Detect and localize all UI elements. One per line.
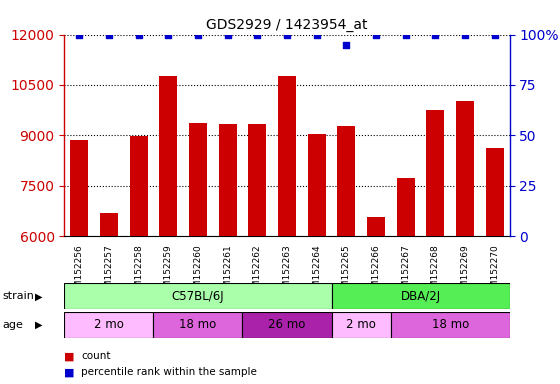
Point <box>312 31 321 38</box>
Text: GSM152266: GSM152266 <box>371 245 381 300</box>
Bar <box>278 76 296 236</box>
Point <box>282 31 291 38</box>
Bar <box>332 283 510 309</box>
Text: ▶: ▶ <box>35 320 43 330</box>
Text: GSM152270: GSM152270 <box>490 245 500 300</box>
Text: GSM152261: GSM152261 <box>223 245 232 300</box>
Bar <box>308 134 325 236</box>
Text: age: age <box>3 320 24 330</box>
Point <box>401 31 410 38</box>
Bar <box>219 124 236 236</box>
Text: ■: ■ <box>64 367 75 377</box>
Point <box>342 41 351 48</box>
Text: GSM152265: GSM152265 <box>342 245 351 300</box>
Bar <box>338 126 355 236</box>
Point <box>105 31 114 38</box>
Text: percentile rank within the sample: percentile rank within the sample <box>81 367 257 377</box>
Bar <box>456 101 474 236</box>
Bar <box>367 217 385 236</box>
Bar <box>391 312 510 338</box>
Point <box>372 31 381 38</box>
Point <box>164 31 173 38</box>
Point <box>431 31 440 38</box>
Point <box>460 31 469 38</box>
Bar <box>427 110 444 236</box>
Text: GSM152260: GSM152260 <box>193 245 203 300</box>
Text: GSM152264: GSM152264 <box>312 245 321 300</box>
Text: ■: ■ <box>64 351 75 361</box>
Point <box>75 31 84 38</box>
Text: ▶: ▶ <box>35 291 43 301</box>
Bar <box>249 124 266 236</box>
Bar <box>130 136 147 236</box>
Point <box>134 31 143 38</box>
Text: GSM152262: GSM152262 <box>253 245 262 300</box>
Bar <box>397 178 414 236</box>
Bar <box>71 140 88 236</box>
Text: GSM152263: GSM152263 <box>282 245 292 300</box>
Title: GDS2929 / 1423954_at: GDS2929 / 1423954_at <box>206 18 368 32</box>
Text: GSM152268: GSM152268 <box>431 245 440 300</box>
Text: strain: strain <box>3 291 35 301</box>
Text: 26 mo: 26 mo <box>268 318 306 331</box>
Bar <box>64 312 153 338</box>
Bar <box>64 283 332 309</box>
Bar <box>153 312 242 338</box>
Text: 18 mo: 18 mo <box>179 318 217 331</box>
Point <box>253 31 262 38</box>
Point <box>194 31 203 38</box>
Bar <box>332 312 391 338</box>
Text: DBA/2J: DBA/2J <box>400 290 441 303</box>
Text: GSM152258: GSM152258 <box>134 245 143 300</box>
Point <box>491 31 500 38</box>
Text: C57BL/6J: C57BL/6J <box>172 290 224 303</box>
Text: count: count <box>81 351 111 361</box>
Bar <box>189 122 207 236</box>
Text: GSM152257: GSM152257 <box>104 245 114 300</box>
Bar <box>100 213 118 236</box>
Bar <box>242 312 332 338</box>
Text: 18 mo: 18 mo <box>432 318 469 331</box>
Text: GSM152269: GSM152269 <box>460 245 470 300</box>
Text: GSM152259: GSM152259 <box>164 245 173 300</box>
Text: 2 mo: 2 mo <box>94 318 124 331</box>
Bar <box>160 76 177 236</box>
Bar <box>486 148 503 236</box>
Text: 2 mo: 2 mo <box>346 318 376 331</box>
Text: GSM152256: GSM152256 <box>74 245 84 300</box>
Point <box>223 31 232 38</box>
Text: GSM152267: GSM152267 <box>401 245 410 300</box>
